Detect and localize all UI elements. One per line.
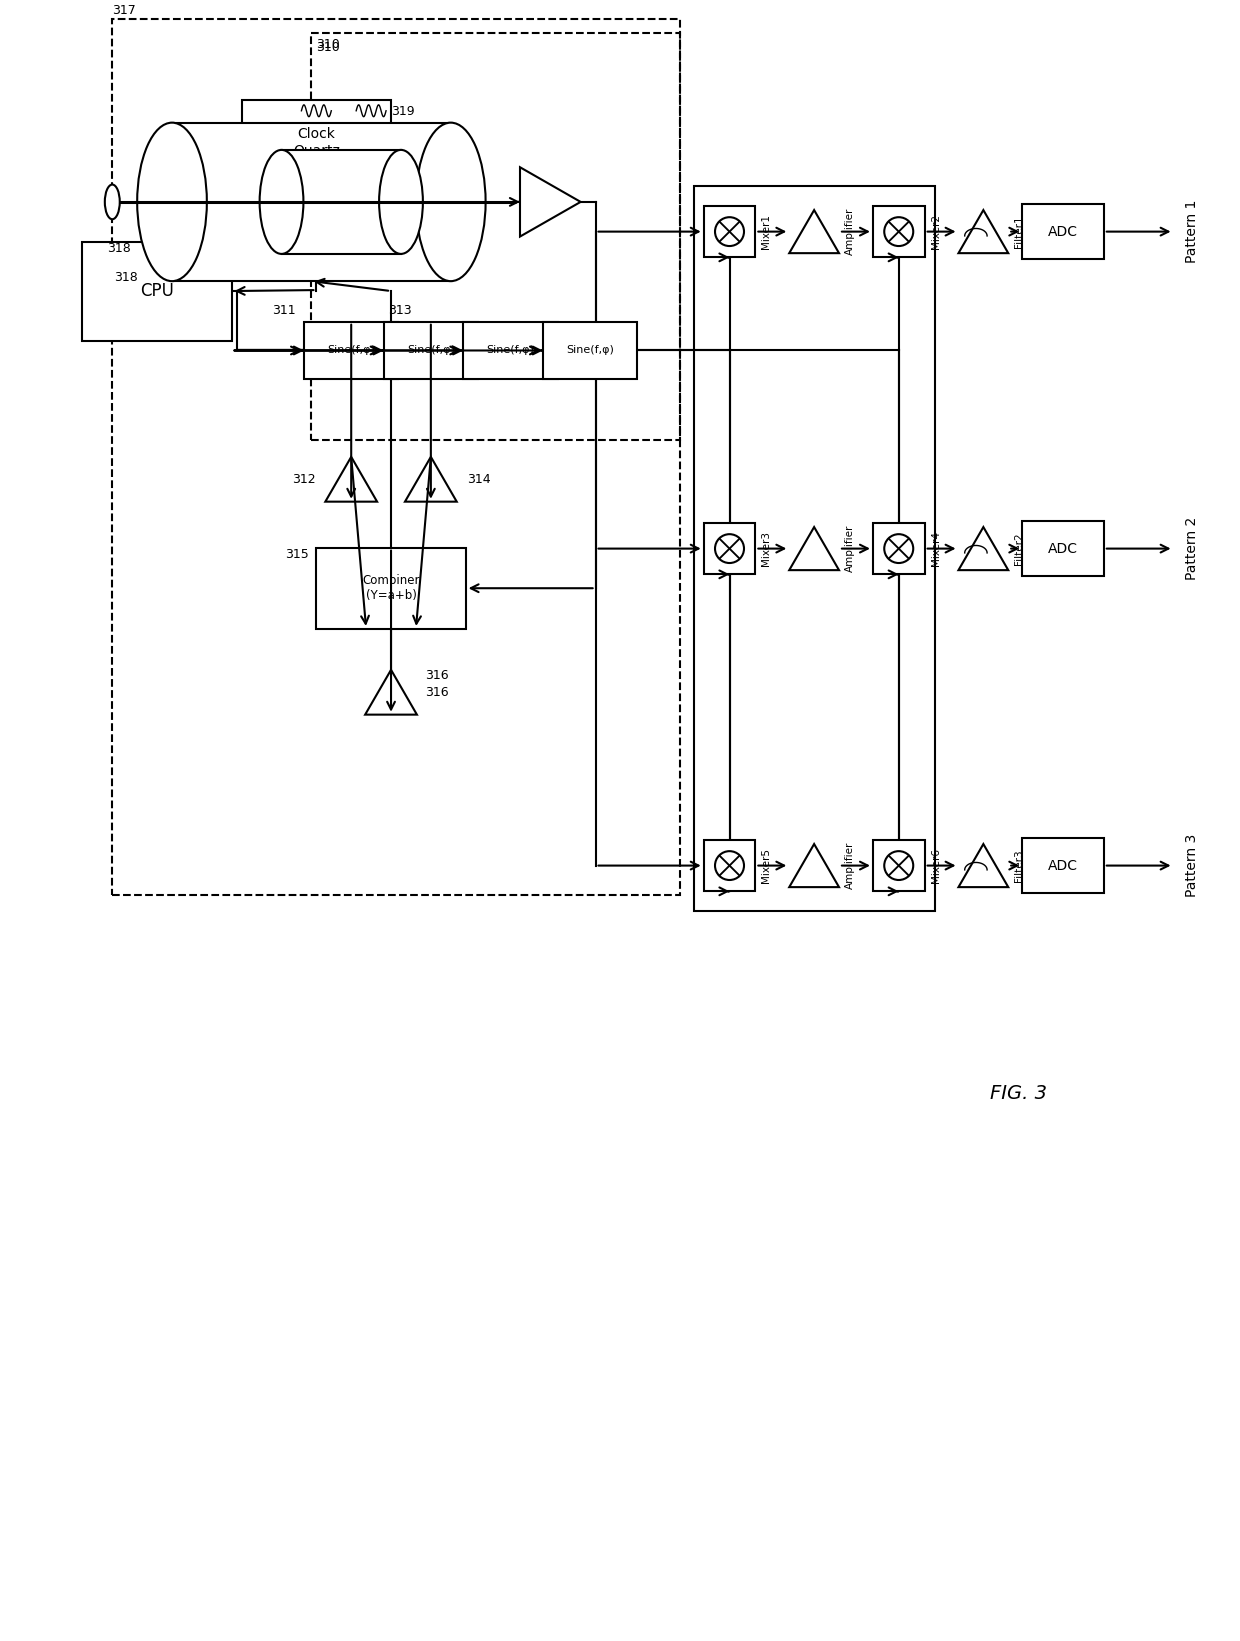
Text: Amplifier: Amplifier bbox=[844, 208, 856, 256]
Text: Filter3: Filter3 bbox=[1014, 850, 1024, 881]
Ellipse shape bbox=[415, 123, 486, 281]
Text: Filter2: Filter2 bbox=[1014, 532, 1024, 565]
Text: Filter1: Filter1 bbox=[1014, 215, 1024, 248]
Polygon shape bbox=[789, 210, 839, 253]
Text: 310: 310 bbox=[316, 41, 340, 54]
Bar bbox=[1022, 205, 1104, 259]
Text: Mixer2: Mixer2 bbox=[930, 213, 941, 249]
Text: Pattern 1: Pattern 1 bbox=[1185, 200, 1199, 263]
Text: 317: 317 bbox=[113, 3, 136, 16]
Text: 316: 316 bbox=[425, 670, 449, 683]
Bar bbox=[281, 149, 401, 254]
Text: Mixer6: Mixer6 bbox=[930, 848, 941, 883]
Text: Amplifier: Amplifier bbox=[844, 842, 856, 889]
Bar bbox=[703, 523, 755, 574]
Text: CPU: CPU bbox=[140, 282, 174, 300]
Text: Sine(f,φ): Sine(f,φ) bbox=[407, 346, 455, 356]
Text: 319: 319 bbox=[391, 105, 414, 118]
Bar bbox=[873, 205, 925, 258]
Text: 316: 316 bbox=[425, 686, 449, 699]
Ellipse shape bbox=[105, 184, 120, 220]
Text: ADC: ADC bbox=[1048, 542, 1078, 556]
Polygon shape bbox=[959, 843, 1008, 888]
Circle shape bbox=[884, 217, 913, 246]
Circle shape bbox=[715, 217, 744, 246]
Text: Mixer1: Mixer1 bbox=[761, 213, 771, 249]
Circle shape bbox=[715, 852, 744, 880]
Text: ADC: ADC bbox=[1048, 858, 1078, 873]
Bar bbox=[242, 100, 391, 184]
Bar bbox=[703, 205, 755, 258]
Circle shape bbox=[884, 535, 913, 563]
Text: Mixer3: Mixer3 bbox=[761, 532, 771, 566]
Text: Clock
Quartz: Clock Quartz bbox=[293, 128, 340, 158]
Bar bbox=[311, 33, 680, 440]
Bar bbox=[383, 322, 479, 379]
Bar bbox=[873, 523, 925, 574]
Ellipse shape bbox=[379, 149, 423, 254]
Text: Mixer5: Mixer5 bbox=[761, 848, 771, 883]
Polygon shape bbox=[325, 456, 377, 502]
Text: Amplifier: Amplifier bbox=[844, 525, 856, 573]
Text: Sine(f,φ): Sine(f,φ) bbox=[327, 346, 376, 356]
Text: 318: 318 bbox=[108, 241, 131, 254]
Polygon shape bbox=[520, 167, 580, 236]
Polygon shape bbox=[959, 210, 1008, 253]
Bar bbox=[82, 241, 232, 341]
Bar bbox=[113, 18, 680, 896]
Text: Sine(f,φ): Sine(f,φ) bbox=[567, 346, 614, 356]
Bar bbox=[1022, 839, 1104, 893]
Polygon shape bbox=[789, 527, 839, 569]
Text: Pattern 2: Pattern 2 bbox=[1185, 517, 1199, 581]
Text: 318: 318 bbox=[114, 271, 138, 284]
Text: 315: 315 bbox=[285, 548, 309, 561]
Ellipse shape bbox=[138, 123, 207, 281]
Bar bbox=[304, 322, 398, 379]
Text: ADC: ADC bbox=[1048, 225, 1078, 238]
Text: 314: 314 bbox=[466, 473, 490, 486]
Bar bbox=[1022, 522, 1104, 576]
Ellipse shape bbox=[259, 149, 304, 254]
Circle shape bbox=[715, 535, 744, 563]
Text: FIG. 3: FIG. 3 bbox=[990, 1085, 1047, 1103]
Bar bbox=[703, 840, 755, 891]
Bar bbox=[543, 322, 637, 379]
Polygon shape bbox=[959, 527, 1008, 569]
Bar bbox=[172, 123, 451, 281]
Text: Pattern 3: Pattern 3 bbox=[1185, 834, 1199, 898]
Polygon shape bbox=[789, 843, 839, 888]
Bar bbox=[464, 322, 558, 379]
Polygon shape bbox=[405, 456, 456, 502]
Text: Mixer4: Mixer4 bbox=[930, 532, 941, 566]
Bar bbox=[693, 185, 935, 911]
Text: 310: 310 bbox=[316, 38, 340, 51]
Bar bbox=[316, 548, 466, 629]
Text: 311: 311 bbox=[273, 304, 296, 317]
Text: 312: 312 bbox=[291, 473, 315, 486]
Bar bbox=[873, 840, 925, 891]
Circle shape bbox=[884, 852, 913, 880]
Text: 313: 313 bbox=[388, 304, 412, 317]
Text: Combiner
(Y=a+b): Combiner (Y=a+b) bbox=[362, 574, 420, 602]
Polygon shape bbox=[365, 670, 417, 714]
Text: Sine(f,φ): Sine(f,φ) bbox=[486, 346, 534, 356]
